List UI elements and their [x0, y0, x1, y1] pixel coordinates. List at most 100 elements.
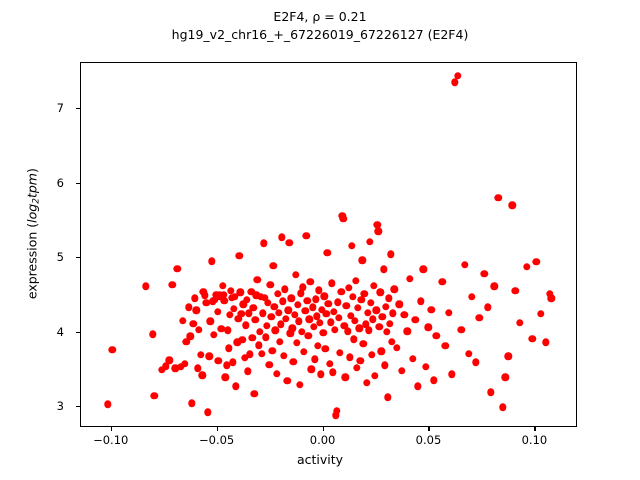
- scatter-point: [342, 302, 351, 310]
- y-axis-label-subscript: 2: [31, 198, 42, 204]
- scatter-point: [278, 233, 286, 241]
- scatter-point: [286, 329, 294, 338]
- scatter-point: [265, 360, 273, 369]
- scatter-point: [149, 330, 157, 338]
- scatter-point: [384, 393, 392, 402]
- scatter-point: [173, 264, 182, 273]
- scatter-point: [408, 355, 417, 363]
- scatter-point: [508, 201, 516, 209]
- scatter-point: [211, 296, 219, 304]
- scatter-point: [302, 232, 310, 240]
- scatter-point: [546, 290, 554, 298]
- scatter-point: [231, 293, 239, 301]
- scatter-point: [419, 265, 427, 274]
- scatter-point: [270, 302, 279, 311]
- scatter-point: [340, 322, 349, 330]
- scatter-point: [186, 332, 194, 341]
- plot-axes-frame: [80, 62, 577, 427]
- scatter-point: [206, 317, 215, 326]
- scatter-point: [182, 337, 190, 346]
- scatter-point: [430, 376, 438, 385]
- scatter-point: [454, 71, 462, 80]
- scatter-point: [315, 286, 323, 294]
- scatter-point: [272, 369, 281, 378]
- y-tick-label: 3: [56, 399, 64, 414]
- x-tick-mark: [428, 427, 430, 431]
- y-axis-label: expression (log2tpm): [24, 84, 41, 384]
- scatter-point: [279, 297, 287, 306]
- scatter-point: [191, 294, 199, 303]
- scatter-point: [262, 333, 270, 341]
- scatter-point: [359, 340, 368, 348]
- scatter-point: [289, 357, 298, 366]
- scatter-point: [237, 310, 246, 318]
- scatter-point: [284, 306, 292, 314]
- scatter-point: [239, 300, 248, 309]
- scatter-point: [367, 299, 375, 307]
- scatter-point: [303, 296, 311, 305]
- scatter-point: [441, 342, 450, 350]
- scatter-point: [161, 362, 170, 370]
- x-tick-mark: [322, 427, 324, 431]
- scatter-point: [422, 363, 430, 371]
- scatter-point: [541, 338, 550, 347]
- scatter-point: [349, 293, 357, 301]
- scatter-point: [317, 370, 325, 379]
- scatter-point: [219, 290, 228, 299]
- scatter-point: [306, 278, 315, 286]
- scatter-point: [281, 285, 289, 294]
- scatter-point: [498, 403, 507, 411]
- scatter-point: [388, 337, 396, 346]
- scatter-point: [414, 382, 422, 390]
- scatter-point: [464, 349, 473, 358]
- scatter-point: [230, 305, 238, 313]
- scatter-point: [260, 239, 268, 247]
- scatter-point: [379, 265, 388, 274]
- scatter-point: [375, 322, 383, 331]
- scatter-point: [255, 328, 264, 336]
- scatter-point: [295, 317, 303, 326]
- scatter-point: [351, 317, 359, 325]
- scatter-point: [406, 275, 414, 283]
- scatter-point: [301, 307, 309, 315]
- scatter-points-layer: [81, 63, 576, 426]
- scatter-point: [475, 314, 483, 322]
- scatter-point: [285, 238, 293, 247]
- scatter-point: [501, 373, 510, 382]
- scatter-point: [104, 400, 112, 408]
- scatter-point: [251, 316, 260, 324]
- scatter-point: [343, 327, 352, 335]
- scatter-point: [247, 287, 255, 296]
- scatter-point: [189, 320, 197, 328]
- scatter-point: [248, 334, 256, 342]
- scatter-point: [205, 352, 213, 361]
- scatter-point: [335, 314, 343, 322]
- scatter-point: [357, 296, 365, 304]
- x-tick-mark: [110, 427, 112, 431]
- scatter-point: [326, 318, 335, 326]
- scatter-point: [287, 294, 296, 303]
- scatter-point: [259, 309, 267, 317]
- scatter-point: [178, 317, 187, 325]
- scatter-point: [304, 331, 313, 340]
- scatter-point: [354, 304, 362, 312]
- scatter-point: [332, 411, 340, 420]
- scatter-point: [226, 311, 234, 319]
- scatter-point: [380, 361, 389, 370]
- scatter-point: [427, 305, 435, 314]
- scatter-point: [339, 214, 347, 223]
- scatter-point: [368, 351, 376, 359]
- scatter-point: [246, 350, 254, 358]
- scatter-point: [307, 365, 316, 373]
- scatter-point: [319, 328, 327, 337]
- scatter-point: [333, 407, 341, 415]
- scatter-point: [241, 321, 250, 329]
- scatter-point: [202, 299, 211, 307]
- scatter-point: [468, 293, 476, 301]
- scatter-point: [261, 293, 269, 302]
- scatter-point: [225, 344, 233, 352]
- y-tick-label: 7: [56, 101, 64, 116]
- scatter-point: [243, 296, 251, 304]
- y-tick-mark: [76, 331, 80, 333]
